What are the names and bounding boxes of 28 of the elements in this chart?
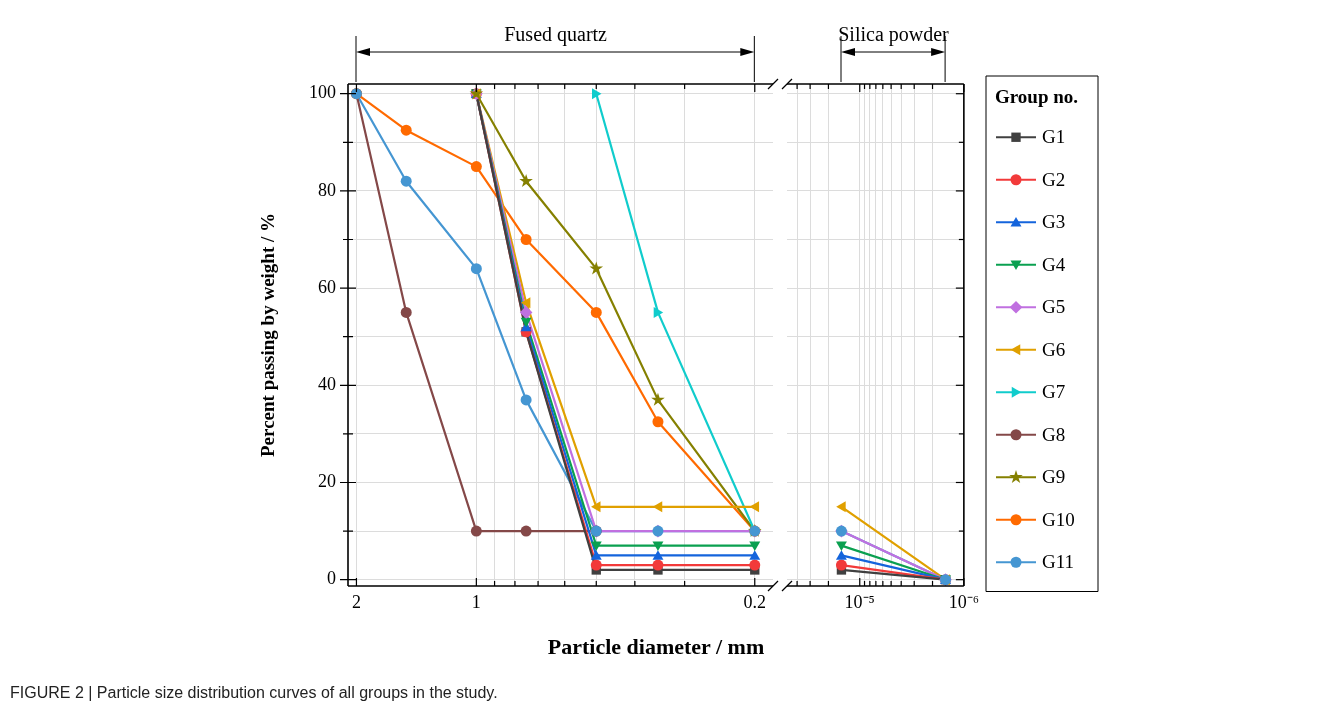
x-tick-label: 10⁻⁶ bbox=[948, 591, 979, 612]
x-tick-label: 0.2 bbox=[743, 591, 767, 612]
y-tick-label: 100 bbox=[309, 82, 336, 103]
chart-title: Fused quartz bbox=[504, 23, 608, 47]
legend-label: G6 bbox=[1042, 338, 1066, 360]
y-tick-label: 60 bbox=[318, 276, 336, 297]
legend-label: G7 bbox=[1042, 381, 1066, 403]
legend-label: G5 bbox=[1042, 296, 1066, 318]
caption: FIGURE 2 | Particle size distribution curves of all groups in the study. bbox=[10, 684, 498, 702]
legend-label: G2 bbox=[1042, 168, 1066, 190]
x-tick-label: 10⁻⁵ bbox=[844, 591, 875, 612]
legend-label: G11 bbox=[1042, 551, 1075, 573]
legend-label: G1 bbox=[1042, 126, 1066, 148]
y-tick-label: 20 bbox=[318, 471, 336, 492]
legend-label: G8 bbox=[1042, 423, 1066, 445]
y-tick-label: 80 bbox=[318, 179, 336, 200]
chart-title: Silica powder bbox=[838, 23, 950, 47]
x-axis-title: Particle diameter / mm bbox=[547, 633, 765, 659]
legend-label: G10 bbox=[1042, 508, 1075, 530]
y-tick-label: 40 bbox=[318, 374, 336, 395]
y-tick-label: 0 bbox=[327, 568, 336, 589]
legend-title: Group no. bbox=[995, 85, 1079, 107]
y-axis-title: Percent passing by weight / % bbox=[257, 212, 279, 458]
legend-label: G3 bbox=[1042, 211, 1066, 233]
x-tick-label: 2 bbox=[351, 591, 361, 612]
legend-label: G4 bbox=[1042, 253, 1066, 275]
legend-label: G9 bbox=[1042, 466, 1066, 488]
x-tick-label: 1 bbox=[471, 591, 481, 612]
